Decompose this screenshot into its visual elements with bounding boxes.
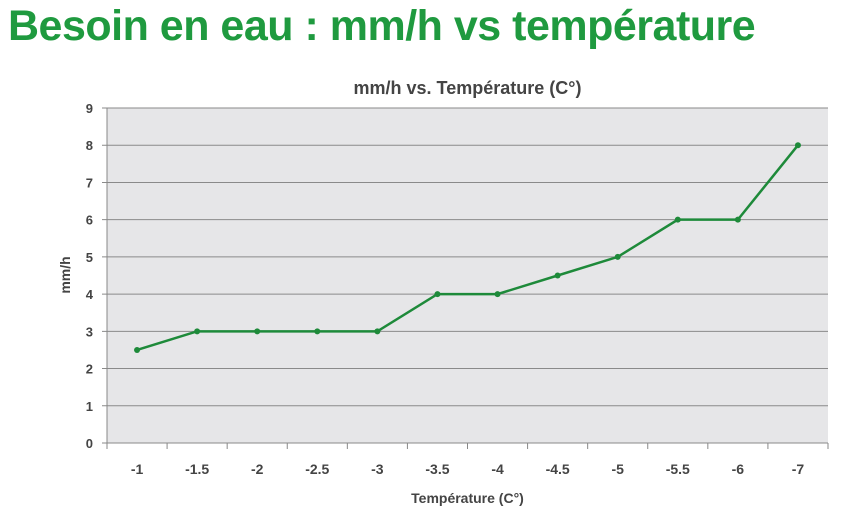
y-tick-label: 7: [86, 175, 93, 190]
y-axis-label: mm/h: [57, 256, 73, 293]
x-tick-label: -6: [732, 461, 745, 477]
x-tick-label: -7: [792, 461, 805, 477]
plot-area: [107, 108, 828, 443]
data-point: [134, 346, 141, 353]
data-point: [434, 291, 441, 298]
x-tick-label: -2: [251, 461, 264, 477]
data-point: [614, 253, 621, 260]
page-heading: Besoin en eau : mm/h vs température: [8, 2, 756, 50]
x-tick-label: -5.5: [666, 461, 690, 477]
y-tick-label: 3: [86, 324, 93, 339]
x-tick-label: -3: [371, 461, 384, 477]
x-tick-label: -5: [611, 461, 624, 477]
y-tick-label: 0: [86, 436, 93, 451]
x-tick-label: -2.5: [305, 461, 329, 477]
data-point: [494, 291, 501, 298]
chart-title: mm/h vs. Température (C°): [354, 78, 582, 98]
x-tick-label: -1.5: [185, 461, 209, 477]
y-tick-label: 8: [86, 138, 93, 153]
y-tick-label: 1: [86, 399, 93, 414]
y-tick-label: 2: [86, 362, 93, 377]
data-point: [734, 216, 741, 223]
data-point: [554, 272, 561, 279]
data-point: [674, 216, 681, 223]
y-tick-label: 6: [86, 213, 93, 228]
data-point: [794, 142, 801, 149]
series-line: [136, 144, 799, 352]
data-point: [254, 328, 261, 335]
data-point: [314, 328, 321, 335]
y-tick-label: 9: [86, 101, 93, 116]
x-tick-label: -1: [131, 461, 144, 477]
data-point: [374, 328, 381, 335]
data-point: [194, 328, 201, 335]
x-tick-label: -4: [491, 461, 504, 477]
x-tick-label: -4.5: [546, 461, 570, 477]
x-tick-label: -3.5: [425, 461, 449, 477]
y-tick-label: 5: [86, 250, 93, 265]
y-tick-label: 4: [86, 287, 94, 302]
x-axis-label: Température (C°): [411, 490, 524, 506]
